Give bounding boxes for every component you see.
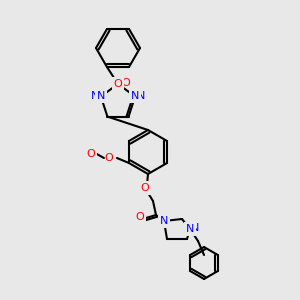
Text: N: N (160, 216, 168, 226)
Text: O: O (121, 78, 130, 88)
Text: N: N (191, 223, 200, 233)
Text: N: N (97, 92, 105, 101)
Text: N: N (131, 92, 139, 101)
Text: O: O (141, 183, 149, 193)
Text: O: O (138, 212, 146, 222)
Text: O: O (136, 212, 144, 222)
Text: O: O (105, 153, 113, 163)
Text: N: N (91, 92, 99, 101)
Text: N: N (137, 92, 146, 101)
Text: O: O (114, 79, 122, 89)
Text: N: N (160, 216, 168, 226)
Text: O: O (141, 183, 149, 193)
Text: O: O (87, 149, 95, 159)
Text: N: N (186, 224, 194, 234)
